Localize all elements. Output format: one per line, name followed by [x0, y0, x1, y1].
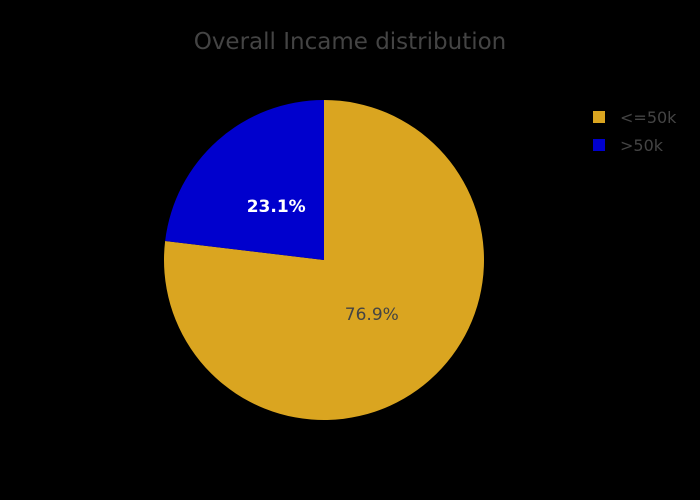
legend-swatch-1: [593, 139, 605, 151]
pie-slice-labels: 76.9% 23.1%: [247, 197, 399, 325]
legend-swatch-0: [593, 111, 605, 123]
pie-slices: [164, 100, 484, 420]
pie-slice-label-0: 76.9%: [345, 305, 399, 325]
legend-label-0: <=50k: [620, 108, 677, 127]
pie-slice-1: [165, 100, 324, 260]
pie-slice-label-1: 23.1%: [247, 197, 306, 217]
chart-title: Overall Incame distribution: [194, 29, 507, 55]
legend: <=50k >50k: [593, 108, 677, 155]
legend-label-1: >50k: [620, 136, 664, 155]
